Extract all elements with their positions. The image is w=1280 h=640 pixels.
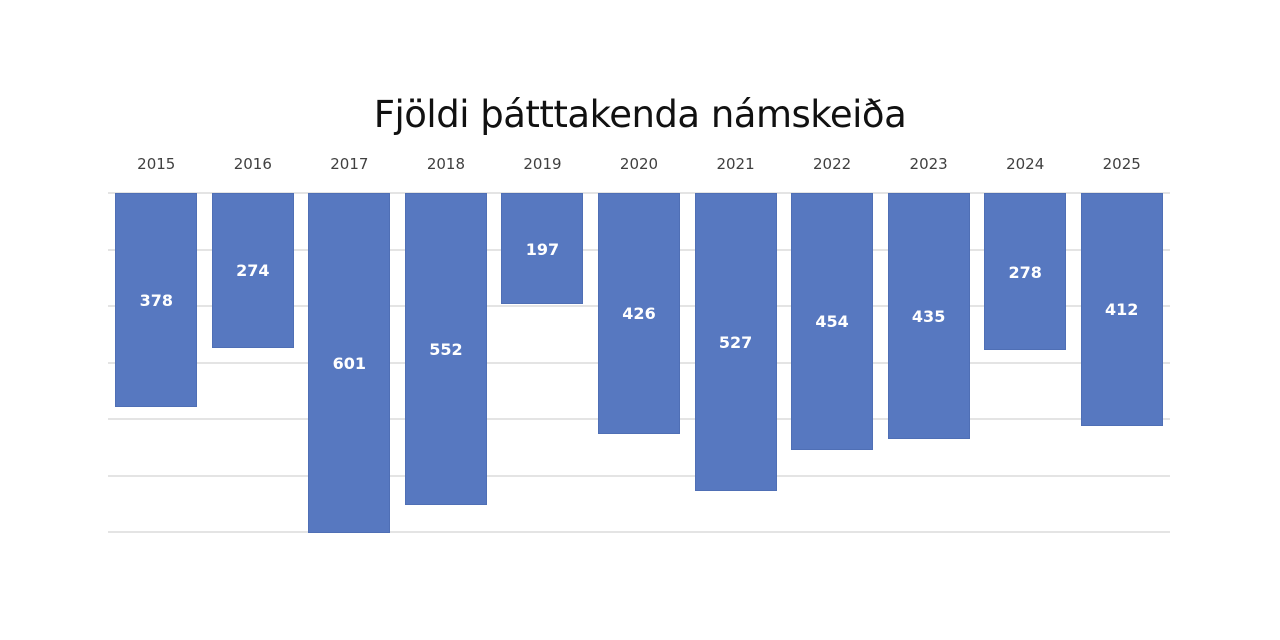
x-tick-label: 2022 bbox=[812, 155, 852, 173]
x-tick-label: 2017 bbox=[330, 155, 369, 173]
data-label: 454 bbox=[815, 312, 849, 332]
x-tick-label: 2019 bbox=[523, 155, 562, 173]
data-label: 197 bbox=[525, 239, 560, 259]
gridline bbox=[108, 531, 1170, 533]
bar-2016: 274 bbox=[211, 193, 294, 348]
bar-2024: 278 bbox=[984, 193, 1067, 351]
data-label: 527 bbox=[718, 332, 753, 352]
x-tick-label: 2018 bbox=[426, 155, 465, 173]
bar-2020: 426 bbox=[598, 193, 680, 434]
data-label: 426 bbox=[622, 304, 656, 324]
x-tick-label: 2024 bbox=[1006, 155, 1045, 173]
bar-2017: 601 bbox=[308, 193, 391, 533]
data-label: 378 bbox=[139, 290, 173, 310]
data-label: 278 bbox=[1008, 262, 1042, 282]
plot-area: 378 274 601 552 197 426 527 454 435 278 412 bbox=[108, 192, 1170, 533]
x-tick-label: 2023 bbox=[909, 155, 948, 173]
data-label: 412 bbox=[1105, 300, 1139, 320]
data-label: 435 bbox=[911, 306, 946, 326]
bar-2022: 454 bbox=[791, 193, 874, 450]
bar-2021: 527 bbox=[694, 193, 777, 491]
chart-title: Fjöldi þátttakenda námskeiða bbox=[373, 93, 907, 136]
x-tick-label: 2015 bbox=[137, 155, 176, 173]
data-label: 601 bbox=[332, 353, 367, 373]
x-tick-label: 2016 bbox=[233, 155, 272, 173]
data-label: 552 bbox=[429, 339, 463, 359]
bar-2019: 197 bbox=[501, 193, 584, 305]
bar-2015: 378 bbox=[115, 193, 198, 407]
x-tick-label: 2020 bbox=[619, 155, 659, 173]
bar-2025: 412 bbox=[1080, 193, 1163, 426]
gridline bbox=[108, 474, 1170, 477]
bar-2023: 435 bbox=[887, 193, 970, 439]
bar-2018: 552 bbox=[404, 193, 487, 505]
data-label: 274 bbox=[236, 261, 270, 281]
x-tick-label: 2025 bbox=[1102, 155, 1141, 173]
x-tick-label: 2021 bbox=[716, 155, 755, 173]
